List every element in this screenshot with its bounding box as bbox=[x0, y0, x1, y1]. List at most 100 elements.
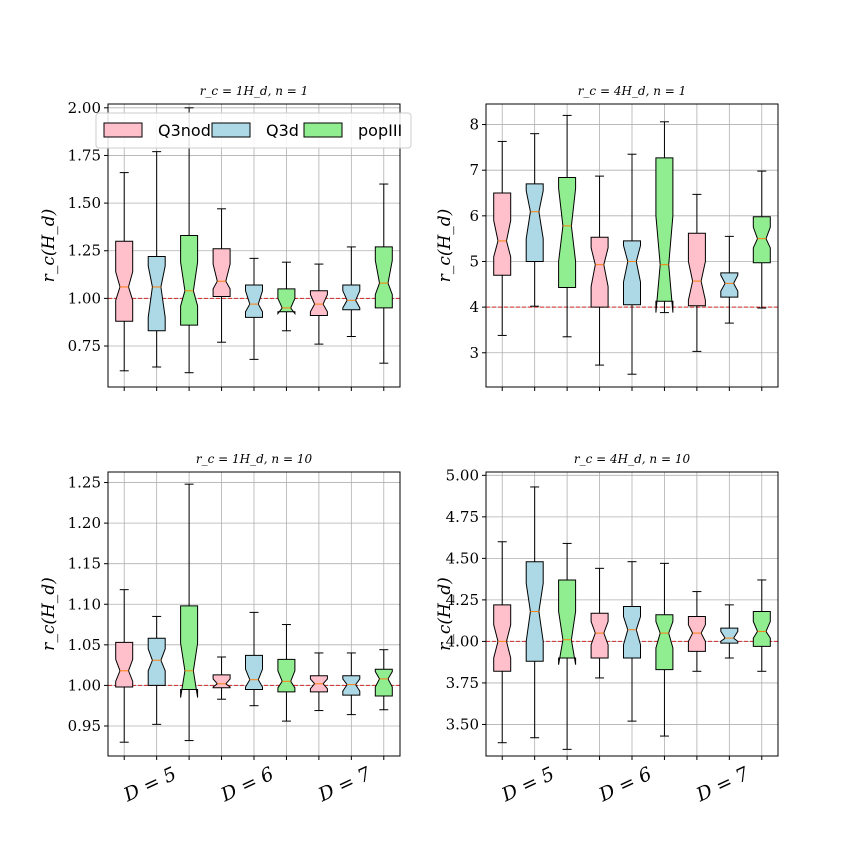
y-tick-label: 6 bbox=[469, 207, 479, 225]
box-body bbox=[212, 248, 231, 297]
box-Q3nod-3 bbox=[590, 567, 609, 679]
box-body bbox=[493, 192, 512, 276]
y-tick-label: 5 bbox=[469, 252, 479, 270]
y-tick-label: 3.75 bbox=[446, 674, 479, 692]
box-body bbox=[655, 157, 674, 313]
legend: Q3nod Q3d popIII bbox=[95, 112, 412, 149]
box-Q3nod-0 bbox=[115, 172, 134, 372]
panel-title: r_c = 1H_d, n = 1 bbox=[200, 84, 309, 98]
legend-swatch-Q3nod bbox=[103, 122, 143, 138]
box-Q3d-1 bbox=[525, 486, 544, 739]
box-Q3nod-0 bbox=[493, 541, 512, 744]
box-body bbox=[342, 284, 361, 311]
y-tick-label: 1.15 bbox=[68, 555, 101, 573]
y-tick-label: 1.05 bbox=[68, 636, 101, 654]
y-tick-label: 5.00 bbox=[446, 466, 479, 484]
legend-swatch-popIII bbox=[303, 122, 343, 138]
box-Q3d-7 bbox=[720, 235, 739, 324]
y-tick-label: 4.00 bbox=[446, 632, 479, 650]
panel-title: r_c = 4H_d, n = 1 bbox=[578, 84, 687, 98]
legend-frame bbox=[95, 112, 412, 149]
box-Q3d-4 bbox=[245, 257, 263, 360]
box-popIII-2 bbox=[180, 107, 199, 374]
y-tick-label: 0.75 bbox=[68, 337, 101, 355]
legend-swatch-Q3d bbox=[211, 122, 251, 138]
box-body bbox=[115, 641, 134, 688]
box-body bbox=[493, 604, 512, 672]
legend-label: Q3nod bbox=[158, 121, 211, 140]
box-Q3d-1 bbox=[147, 615, 166, 725]
box-body bbox=[720, 627, 739, 644]
box-body bbox=[590, 612, 609, 659]
y-tick-label: 1.25 bbox=[68, 242, 101, 260]
y-axis-label: r_c(H_d) bbox=[435, 577, 455, 651]
panel-title: r_c = 4H_d, n = 10 bbox=[574, 452, 691, 466]
y-tick-label: 1.00 bbox=[68, 676, 101, 694]
box-Q3d-7 bbox=[720, 604, 739, 659]
box-body bbox=[342, 675, 361, 696]
box-popIII-5 bbox=[277, 261, 296, 332]
box-Q3d-1 bbox=[525, 133, 544, 307]
box-body bbox=[558, 579, 577, 665]
y-tick-label: 7 bbox=[469, 161, 479, 179]
y-tick-label: 1.20 bbox=[68, 514, 101, 532]
box-popIII-2 bbox=[558, 542, 577, 750]
box-body bbox=[687, 232, 706, 307]
box-Q3nod-0 bbox=[493, 140, 512, 336]
box-Q3nod-3 bbox=[590, 175, 609, 366]
y-tick-label: 0.95 bbox=[68, 717, 101, 735]
y-tick-label: 1.25 bbox=[68, 474, 101, 492]
y-tick-label: 4 bbox=[469, 298, 479, 316]
box-body bbox=[115, 240, 134, 322]
chart-panel-1: 0.75 1.00 1.25 1.50 1.75 2.00 r_c = 1H_d, n = … bbox=[39, 84, 401, 391]
box-Q3nod-6 bbox=[309, 263, 328, 345]
chart-panel-4: 3.50 3.75 4.00 4.25 4.50 4.75 5.00 r_c = 4H_d, … bbox=[435, 452, 779, 807]
y-tick-label: 4.75 bbox=[446, 508, 479, 526]
y-tick-label: 8 bbox=[469, 116, 479, 134]
box-Q3nod-6 bbox=[309, 652, 328, 712]
box-popIII-8 bbox=[374, 649, 393, 711]
box-Q3d-4 bbox=[623, 561, 641, 722]
y-tick-label: 3 bbox=[469, 344, 479, 362]
y-tick-label: 4.50 bbox=[446, 549, 479, 567]
box-body bbox=[212, 674, 231, 689]
box-Q3d-4 bbox=[623, 153, 641, 375]
box-Q3nod-3 bbox=[212, 656, 231, 700]
chart-panel-2: 3 4 5 6 7 8 r_c = 4H_d, n = 1 r_c(H_d) bbox=[435, 84, 779, 391]
box-body bbox=[720, 272, 739, 298]
box-popIII-5 bbox=[655, 562, 674, 737]
box-popIII-5 bbox=[655, 121, 674, 314]
y-tick-label: 1.10 bbox=[68, 595, 101, 613]
y-tick-label: 1.00 bbox=[68, 289, 101, 307]
box-Q3d-4 bbox=[245, 611, 263, 707]
panel-title: r_c = 1H_d, n = 10 bbox=[196, 452, 313, 466]
box-Q3nod-6 bbox=[687, 193, 706, 352]
box-popIII-5 bbox=[277, 624, 296, 722]
box-body bbox=[623, 606, 641, 659]
box-popIII-8 bbox=[374, 183, 393, 364]
box-popIII-8 bbox=[752, 170, 771, 309]
box-Q3d-7 bbox=[342, 652, 361, 716]
box-body bbox=[309, 290, 328, 316]
box-body bbox=[590, 236, 609, 308]
box-body bbox=[245, 284, 263, 318]
box-Q3nod-6 bbox=[687, 591, 706, 672]
box-popIII-8 bbox=[752, 579, 771, 672]
y-axis-label: r_c(H_d) bbox=[435, 209, 455, 283]
box-body bbox=[147, 637, 166, 686]
y-axis-label: r_c(H_d) bbox=[39, 209, 59, 283]
y-tick-label: 1.50 bbox=[68, 194, 101, 212]
y-tick-label: 1.75 bbox=[68, 146, 101, 164]
box-body bbox=[752, 216, 771, 264]
box-body bbox=[147, 256, 166, 332]
box-Q3nod-3 bbox=[212, 208, 231, 343]
box-popIII-2 bbox=[180, 483, 199, 742]
y-tick-label: 3.50 bbox=[446, 715, 479, 733]
box-Q3d-7 bbox=[342, 246, 361, 337]
box-Q3nod-0 bbox=[115, 589, 134, 743]
box-popIII-2 bbox=[558, 114, 577, 338]
box-body bbox=[752, 611, 771, 647]
box-body bbox=[374, 246, 393, 309]
y-tick-label: 4.25 bbox=[446, 591, 479, 609]
